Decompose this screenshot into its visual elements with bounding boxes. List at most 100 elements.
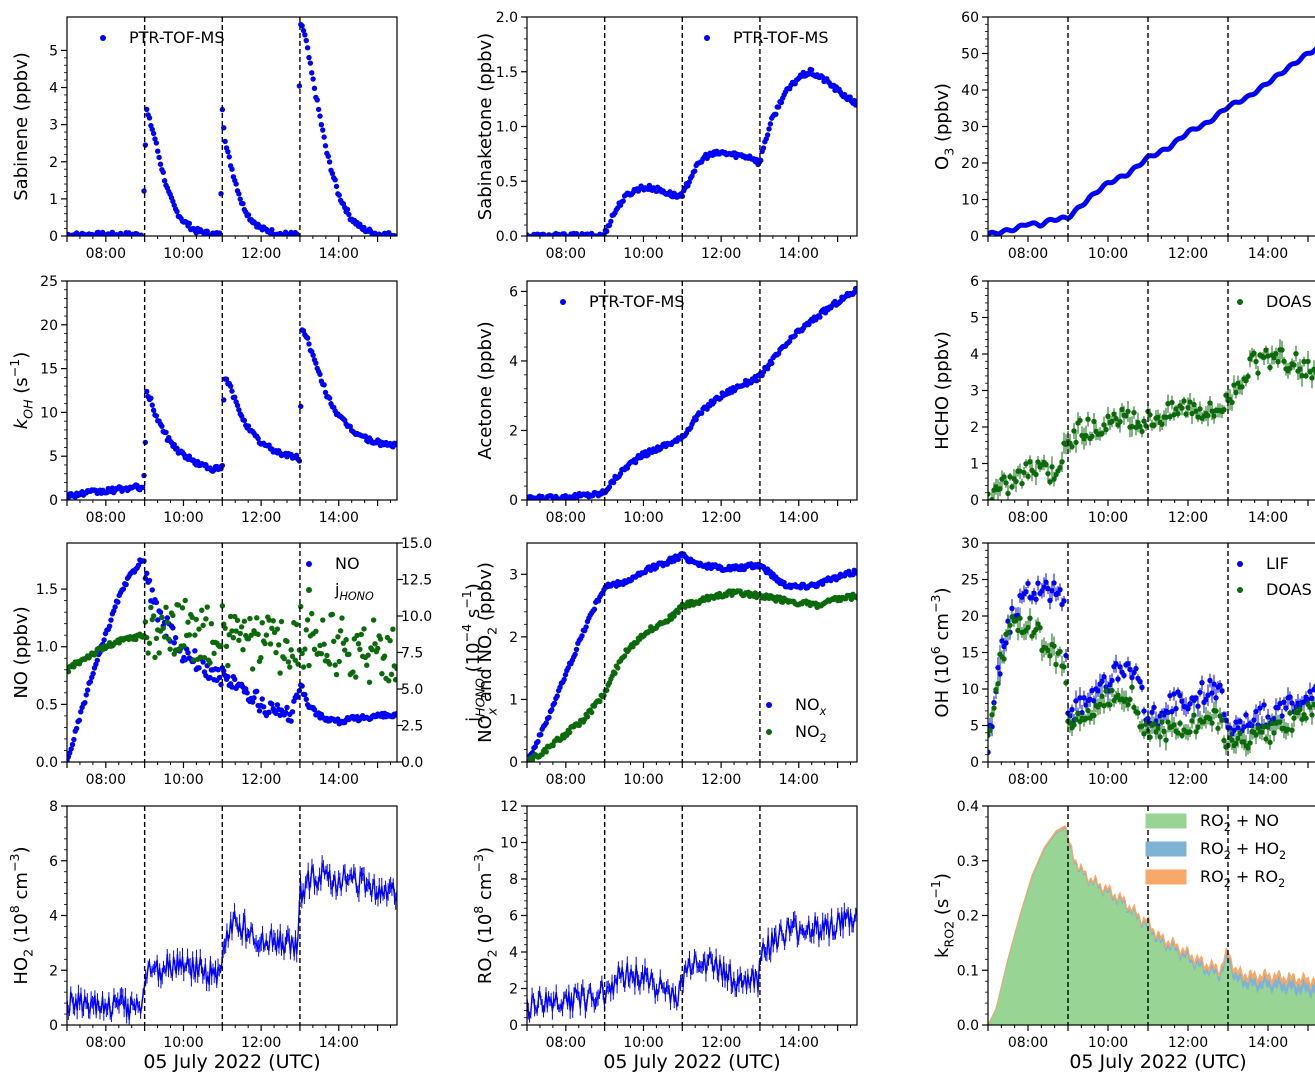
data-point (232, 613, 238, 620)
data-point (1219, 688, 1225, 694)
data-point (1193, 408, 1199, 414)
data-point (153, 140, 160, 146)
y-tick-label: 0.4 (957, 799, 979, 815)
x-tick-label: 08:00 (1008, 510, 1048, 526)
data-point (995, 681, 1001, 687)
y-tick-label: 0 (509, 1018, 518, 1034)
data-point (1125, 661, 1131, 667)
panel-oh: 08:00 10:00 12:00 14:00 0 5 10 15 20 25 30 OH (106 … (928, 536, 1315, 788)
data-point (1163, 737, 1169, 743)
data-point (333, 671, 340, 678)
y-tick-label: 25 (40, 274, 58, 290)
y-axis-label: NOx and NO2 (ppbv) (475, 562, 499, 743)
data-point (232, 394, 238, 400)
y-tick-label: 2.0 (496, 10, 518, 26)
data-point (1281, 699, 1287, 705)
data-point (196, 626, 202, 632)
y-tick-label: 20 (961, 609, 979, 625)
data-point (1003, 480, 1009, 486)
data-point (278, 618, 285, 625)
data-point (1005, 630, 1011, 636)
y-tick-label: 15 (40, 362, 58, 378)
data-point (234, 402, 241, 409)
series-no2 (527, 588, 857, 762)
data-point (358, 631, 364, 638)
data-point (266, 709, 272, 716)
data-point (1237, 718, 1243, 725)
panel-kro2: 08:00 10:00 12:00 14:00 0.0 0.1 0.2 0.3 0.4 kRO2 … (928, 799, 1315, 1073)
data-point (1131, 704, 1137, 711)
data-point (1309, 712, 1315, 718)
data-point (1085, 416, 1091, 422)
data-point (766, 126, 772, 132)
data-point (1131, 409, 1137, 416)
data-point (1083, 715, 1089, 722)
data-point (314, 97, 320, 103)
data-point (1003, 640, 1009, 646)
y-tick-label: 0.2 (957, 909, 979, 925)
plot-area (988, 339, 1315, 500)
data-point (543, 720, 549, 726)
data-point (394, 710, 397, 717)
data-point (851, 97, 857, 104)
data-point (1279, 347, 1285, 353)
data-point (1229, 737, 1235, 743)
data-point (769, 360, 775, 366)
data-point (259, 620, 265, 626)
data-point (274, 626, 281, 632)
data-point (1217, 713, 1223, 719)
x-tick-label: 10:00 (163, 772, 203, 788)
data-point (1151, 704, 1157, 711)
data-point (172, 647, 179, 653)
data-point (675, 609, 681, 616)
data-point (1179, 405, 1185, 411)
data-point (1257, 705, 1263, 711)
data-point (1185, 706, 1191, 712)
data-point (144, 634, 150, 641)
series-ho2 (67, 855, 397, 1025)
data-point (1279, 713, 1285, 719)
data-point (604, 687, 610, 693)
data-point (123, 581, 129, 588)
data-point (1075, 711, 1081, 717)
data-point (186, 220, 193, 227)
data-point (292, 657, 298, 663)
data-point (1095, 688, 1101, 694)
data-point (620, 198, 626, 204)
data-point (1107, 682, 1113, 688)
legend-label: RO2 + RO2 (1200, 867, 1285, 890)
data-point (1255, 725, 1261, 731)
data-point (236, 637, 242, 643)
data-point (1189, 718, 1195, 724)
data-point (572, 651, 578, 658)
data-point (997, 486, 1003, 492)
data-point (303, 37, 309, 44)
data-point (289, 709, 296, 715)
y-tick-label: 0.0 (36, 755, 58, 771)
y-tick-label: 60 (961, 10, 979, 26)
data-point (67, 669, 72, 675)
y-tick-label: 10 (961, 682, 979, 698)
data-point (1213, 708, 1219, 714)
data-point (152, 654, 158, 661)
y-tick-label: 20 (961, 156, 979, 172)
y2-tick-label: 7.5 (401, 646, 423, 662)
data-point (1207, 715, 1213, 722)
data-point (193, 616, 199, 623)
data-point (160, 625, 166, 631)
data-point (1175, 411, 1181, 417)
data-point (1191, 712, 1197, 718)
plot-area (988, 573, 1315, 761)
legend-marker (1237, 561, 1243, 567)
data-point (1155, 414, 1161, 421)
data-point (777, 594, 783, 600)
plot-frame (526, 280, 858, 501)
data-point (1045, 647, 1051, 654)
x-tick-label: 12:00 (241, 510, 281, 526)
data-point (216, 674, 223, 681)
legend-label: PTR-TOF-MS (129, 28, 225, 47)
data-point (1291, 715, 1297, 721)
data-point (583, 624, 589, 630)
series-doas (988, 339, 1315, 500)
plot-area (527, 285, 857, 500)
